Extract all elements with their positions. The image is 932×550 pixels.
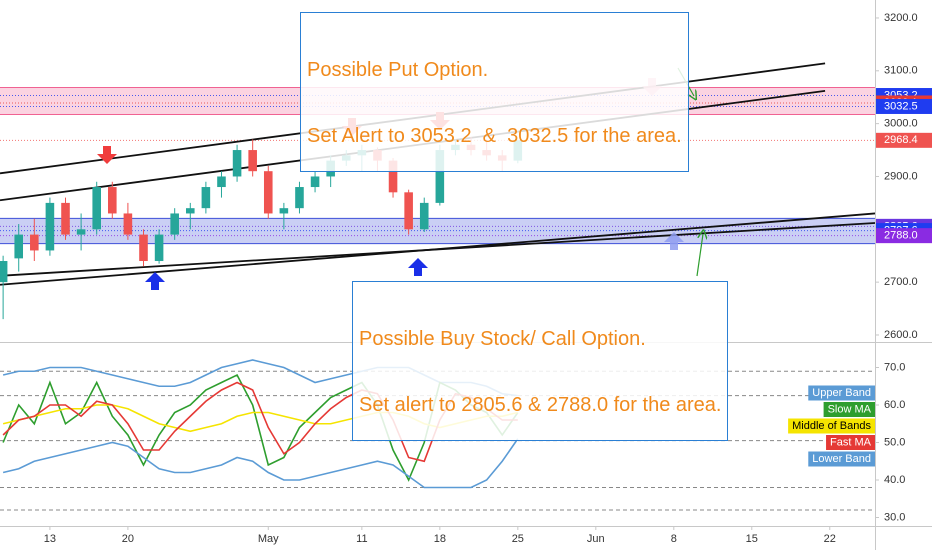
candle-body [185,208,195,214]
candle-body [14,234,24,259]
candle-body [388,160,398,193]
price-label-bg [876,98,932,114]
y-tick-label: 3200.0 [884,12,918,24]
annotation-box: Possible Buy Stock/ Call Option. Set ale… [352,281,729,441]
candle-body [61,202,70,235]
x-tick-label: 11 [356,533,367,545]
candle-body [248,150,257,172]
candle-body [232,150,242,177]
annotation-box: Possible Put Option. Set Alert to 3053.2… [300,12,689,172]
buy-arrow [408,258,428,276]
annotation-line: Possible Buy Stock/ Call Option. [359,328,646,350]
sell-arrow [97,146,117,164]
candle-body [295,187,304,209]
y-tick-label: 60.0 [884,399,905,411]
x-tick-label: 20 [122,533,134,545]
candle-body [435,150,445,203]
y-tick-label: 2600.0 [884,329,918,341]
y-tick-label: 3000.0 [884,118,918,130]
candle-body [279,208,289,214]
y-tick-label: 2900.0 [884,170,918,182]
legend-swatch [826,435,875,450]
buy-arrow [145,272,165,290]
legend-label: Upper Band [812,387,871,399]
candle-body [263,171,273,214]
annotation-line: Possible Put Option. [307,59,489,81]
candle-body [404,192,413,230]
candle-body [419,202,429,230]
price-label-bg [876,132,932,148]
x-tick-label: 18 [434,533,446,545]
y-tick-label: 2700.0 [884,276,918,288]
legend-swatch [808,451,875,467]
candle-body [92,187,101,230]
x-tick-label: 8 [671,533,677,545]
legend-label: Fast MA [830,436,872,448]
legend-swatch [823,402,875,417]
legend-swatch [808,385,875,401]
y-tick-label: 3100.0 [884,65,918,77]
x-tick-label: Jun [587,533,605,545]
legend-label: Slow MA [828,403,872,415]
candle-body [139,234,148,262]
legend-swatch [788,418,875,434]
candle-body [201,187,211,209]
y-tick-label: 30.0 [884,511,905,523]
annotation-line: Set alert to 2805.6 & 2788.0 for the are… [359,394,722,416]
candle-body [0,261,8,283]
candle-body [154,234,164,262]
x-tick-label: 25 [512,533,524,545]
x-tick-label: 13 [44,533,56,545]
candle-body [123,213,133,235]
legend-label: Lower Band [812,453,871,465]
candle-body [108,187,117,214]
pointer [696,234,703,277]
x-tick-label: May [258,533,279,545]
y-tick-label: 50.0 [884,436,905,448]
candle-body [45,202,55,251]
y-tick-label: 40.0 [884,474,905,486]
x-tick-label: 15 [746,533,758,545]
price-label: 3032.5 [884,100,918,112]
indicator-line [2,438,519,489]
candle-body [76,229,86,235]
candle-body [310,176,320,188]
annotation-line: Set Alert to 3053.2 & 3032.5 for the are… [307,125,682,147]
buy-arrow-faded [664,232,684,250]
trendline [0,222,875,277]
y-tick-label: 70.0 [884,361,905,373]
candle-body [217,176,226,188]
candle-body [170,213,179,235]
legend-label: Middle of Bands [792,420,871,432]
x-tick-label: 22 [824,533,836,545]
price-label-bg [876,228,932,244]
price-label: 2968.4 [884,134,918,146]
price-label: 2788.0 [884,230,918,242]
candle-body [30,234,39,251]
